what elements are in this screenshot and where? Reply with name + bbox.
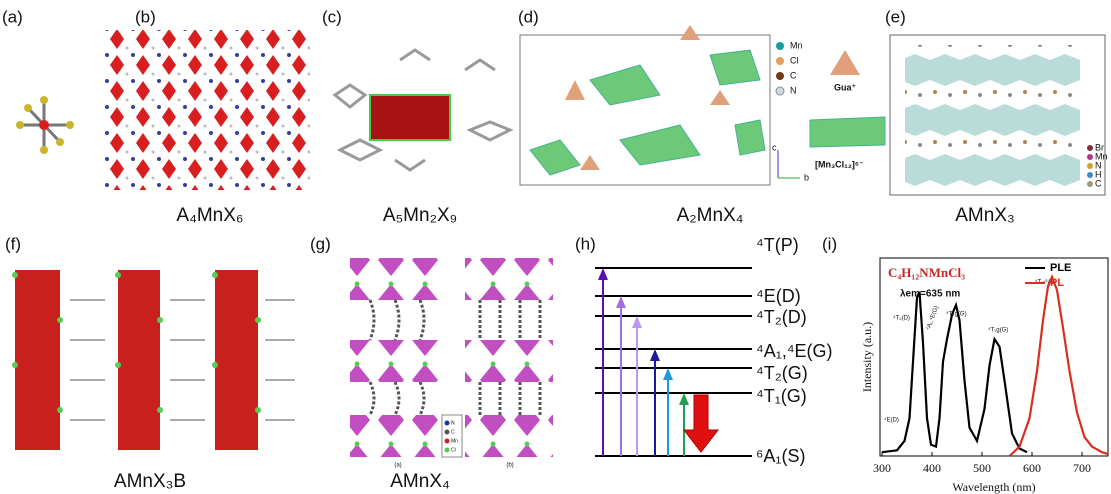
structure-f [12, 270, 295, 450]
legend-dot [776, 72, 784, 80]
chart-title: C₄H₁₂NMnCl₃ [888, 265, 965, 280]
legend-label: PL [1050, 277, 1064, 289]
transition-arrows [598, 268, 720, 456]
legend-label: Br [1095, 142, 1104, 152]
level-label: ⁴T₁(G) [756, 386, 807, 406]
x-tick-label: 700 [1073, 461, 1091, 475]
legend-label: C [790, 70, 797, 80]
panel-label: (c) [322, 7, 342, 26]
legend-label: C [1095, 178, 1102, 188]
legend-label: H [1095, 169, 1102, 179]
peak-label: ⁴T₂(D) [893, 315, 910, 322]
y-axis-label: Intensity (a.u.) [860, 322, 874, 392]
level-label: ⁴A₁,⁴E(G) [756, 341, 833, 361]
series-line [1008, 273, 1109, 457]
legend-label: C [451, 429, 455, 435]
caption: AMnX₃ [955, 205, 1014, 226]
panel-label: (i) [822, 234, 837, 253]
peak-label: ⁴T₁g(G) [988, 327, 1008, 334]
caption: A₂MnX₄ [677, 205, 744, 226]
x-tick-label: 500 [973, 461, 991, 475]
sub-label: (b) [506, 463, 513, 469]
annotation: λem=635 nm [900, 289, 960, 300]
structure-a [16, 96, 74, 154]
structure-b [105, 30, 310, 190]
legend-label: Cl [451, 447, 456, 453]
sub-label: (a) [394, 463, 401, 469]
panel-label: (a) [2, 7, 23, 26]
level-label: ⁴E(D) [756, 286, 801, 306]
x-tick-label: 300 [873, 461, 891, 475]
energy-diagram [595, 267, 752, 457]
panel-label: (g) [310, 234, 331, 253]
level-label: ⁶A₁(S) [756, 446, 805, 466]
level-label: ⁴T₂(G) [756, 363, 808, 383]
legend-dot [776, 42, 784, 50]
caption: AMnX₃B [114, 471, 186, 492]
peak-label: ⁴E(D) [884, 417, 899, 424]
panel-label: (d) [518, 7, 539, 26]
panel-label: (f) [5, 234, 21, 253]
legend-label: Cl [790, 55, 799, 65]
legend-label: Mn [790, 40, 803, 50]
legend-label: N [1095, 160, 1102, 170]
axis-label: b [804, 172, 809, 182]
caption: A₅Mn₂X₉ [383, 205, 457, 226]
structure-e [905, 45, 1080, 190]
legend-label: N [451, 420, 455, 426]
series-line [881, 291, 1028, 454]
legend-e [1087, 145, 1093, 187]
caption: A₄MnX₆ [176, 205, 243, 226]
structure-d-polyhedra [529, 49, 886, 176]
x-axis-label: Wavelength (nm) [952, 480, 1035, 494]
caption: AMnX₄ [390, 471, 450, 492]
label: [Mn₃Cl₁₂]⁶⁻ [815, 159, 864, 169]
x-tick-label: 600 [1023, 461, 1041, 475]
panel-label: (b) [135, 7, 156, 26]
level-label: ⁴T₂(D) [756, 307, 807, 327]
plot-frame [879, 257, 1109, 457]
label: Gua⁺ [834, 82, 857, 92]
x-tick-label: 400 [923, 461, 941, 475]
level-label: ⁴T(P) [756, 235, 799, 255]
axis-label: c [772, 142, 777, 152]
structure-g [350, 258, 553, 458]
legend-label: PLE [1050, 262, 1071, 274]
legend-label: Mn [1095, 151, 1108, 161]
legend-dot [776, 57, 784, 65]
peak-label: ⁴A₁,⁴E(G) [925, 305, 940, 331]
legend-dot [775, 86, 785, 96]
panel-label: (h) [575, 234, 596, 253]
peak-label: ⁴T₂g(G) [946, 311, 967, 318]
panel-label: (e) [885, 7, 906, 26]
spectrum-chart: C₄H₁₂NMnCl₃ λem=635 nm Intensity (a.u.) … [860, 257, 1109, 494]
structure-c [332, 48, 514, 172]
structure-d-gua [565, 25, 860, 170]
legend-label: Mn [451, 438, 458, 444]
legend-label: N [790, 85, 797, 95]
